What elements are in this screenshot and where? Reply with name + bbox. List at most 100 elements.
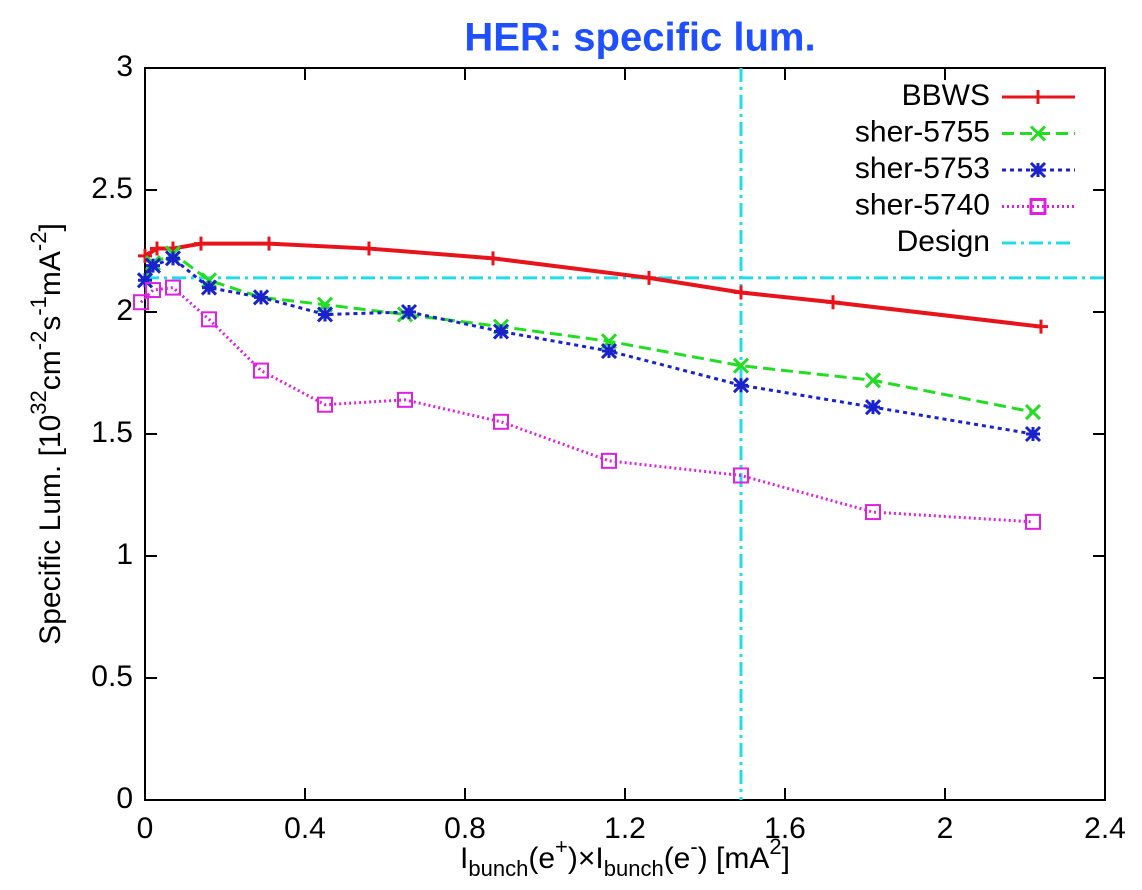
marker xyxy=(252,289,270,306)
marker xyxy=(397,391,413,408)
marker xyxy=(362,241,376,256)
marker xyxy=(492,323,510,340)
point xyxy=(1025,513,1041,530)
marker xyxy=(601,452,617,469)
point xyxy=(734,285,748,300)
point xyxy=(600,342,618,360)
marker xyxy=(400,303,418,321)
x-axis-label-part: I xyxy=(460,842,468,875)
marker xyxy=(642,270,656,285)
marker xyxy=(253,362,269,379)
marker xyxy=(1024,403,1042,421)
x-tick-label: 0.4 xyxy=(284,812,326,845)
x-axis-label-part: bunch xyxy=(468,856,528,881)
legend-marker xyxy=(1031,90,1045,104)
marker xyxy=(194,236,208,251)
legend-marker-shape xyxy=(1029,161,1047,179)
chart-title: HER: specific lum. xyxy=(464,16,815,60)
y-axis-label-part: mA xyxy=(34,251,67,296)
marker xyxy=(1025,513,1041,530)
marker xyxy=(600,342,618,360)
legend-marker-shape xyxy=(1029,198,1047,215)
y-tick-label: 0.5 xyxy=(91,660,133,693)
point xyxy=(642,270,656,285)
y-axis-label-part: s xyxy=(34,316,67,331)
legend-marker xyxy=(1029,161,1047,179)
marker xyxy=(262,236,276,251)
x-axis-label-part: 2 xyxy=(769,834,781,859)
y-tick-label: 2 xyxy=(116,294,133,327)
point xyxy=(732,377,750,394)
marker xyxy=(150,241,164,256)
x-axis-label-part: ) [mA xyxy=(698,842,770,875)
point xyxy=(194,236,208,251)
x-tick-label: 2.4 xyxy=(1084,812,1126,845)
marker xyxy=(733,467,749,484)
point xyxy=(133,294,149,311)
point xyxy=(136,272,154,289)
point xyxy=(1024,425,1042,443)
marker xyxy=(864,399,882,416)
legend-label: BBWS xyxy=(902,79,990,112)
legend-label: sher-5755 xyxy=(855,115,990,148)
x-tick-label: 0.8 xyxy=(444,812,486,845)
x-tick-label: 2 xyxy=(937,812,954,845)
marker xyxy=(493,413,509,430)
marker xyxy=(316,306,334,323)
marker xyxy=(1024,425,1042,443)
x-axis-label: Ibunch(e+)×Ibunch(e-) [mA2] xyxy=(460,834,790,881)
point xyxy=(492,323,510,340)
point xyxy=(316,306,334,323)
point xyxy=(397,391,413,408)
point xyxy=(400,303,418,321)
point xyxy=(150,241,164,256)
point xyxy=(601,452,617,469)
marker xyxy=(201,311,217,328)
marker xyxy=(136,272,154,289)
marker xyxy=(165,279,181,296)
x-axis-label-part: + xyxy=(555,834,568,859)
point xyxy=(317,396,333,413)
legend-marker xyxy=(1029,198,1047,215)
marker xyxy=(732,357,750,374)
y-axis-label-part: -2 xyxy=(26,232,51,252)
point xyxy=(262,236,276,251)
marker xyxy=(200,279,218,296)
series-line xyxy=(143,256,1034,436)
point xyxy=(1034,319,1048,334)
y-tick-label: 0 xyxy=(116,782,133,815)
point xyxy=(486,251,500,266)
x-tick-label: 1.2 xyxy=(604,812,646,845)
point xyxy=(165,279,181,296)
x-axis-label-part: ] xyxy=(782,842,790,875)
x-axis-label-part: bunch xyxy=(604,856,664,881)
marker xyxy=(826,295,840,310)
y-axis-label-part: 32 xyxy=(26,390,51,414)
x-axis-label-part: )×I xyxy=(568,842,604,875)
y-tick-label: 2.5 xyxy=(91,172,133,205)
y-axis-label: Specific Lum. [1032cm-2s-1mA-2] xyxy=(26,223,67,645)
marker xyxy=(133,294,149,311)
point xyxy=(1024,403,1042,421)
marker xyxy=(317,396,333,413)
plot-frame xyxy=(144,67,1106,801)
marker xyxy=(144,257,162,274)
marker xyxy=(1034,319,1048,334)
y-tick-label: 1 xyxy=(116,538,133,571)
point xyxy=(732,357,750,374)
marker xyxy=(734,285,748,300)
marker xyxy=(865,504,881,521)
point xyxy=(200,279,218,296)
marker xyxy=(732,377,750,394)
legend-marker-shape xyxy=(1031,90,1045,104)
x-tick-label: 0 xyxy=(137,812,154,845)
x-axis-label-part: - xyxy=(690,834,697,859)
y-axis-label-part: -2 xyxy=(26,331,51,351)
point xyxy=(252,289,270,306)
point xyxy=(145,282,161,299)
legend-marker xyxy=(1029,125,1047,142)
legend-label: sher-5753 xyxy=(855,152,990,185)
marker xyxy=(138,248,152,263)
y-tick-label: 1.5 xyxy=(91,416,133,449)
